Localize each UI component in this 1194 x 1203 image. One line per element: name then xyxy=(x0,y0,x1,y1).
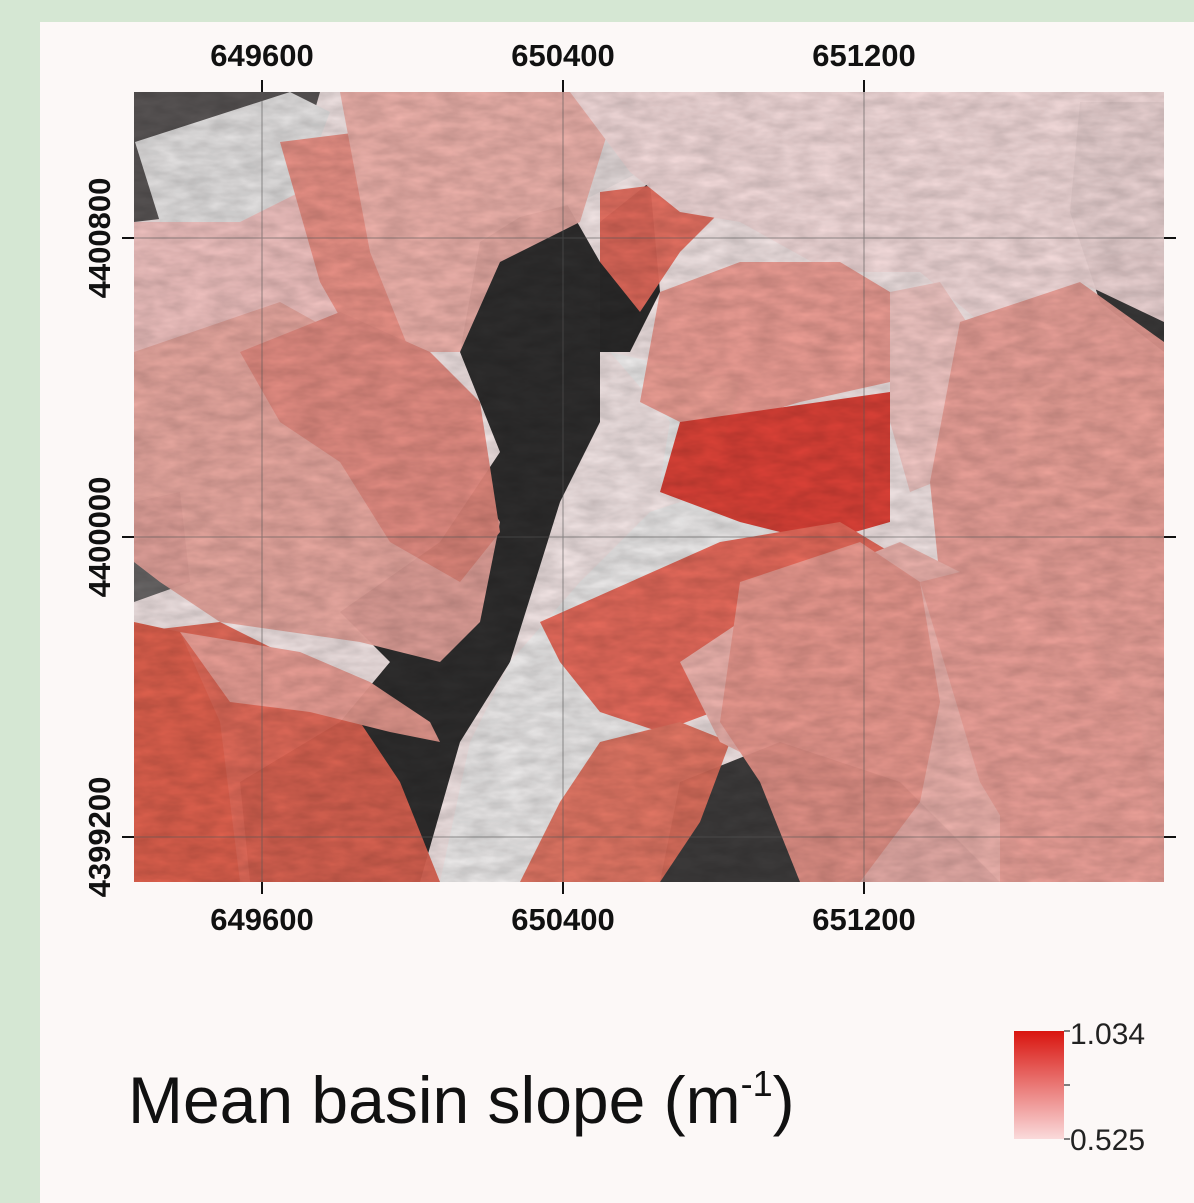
map-svg: 649600 650400 651200 649600 650400 65120… xyxy=(82,38,1176,1157)
colorbar-gradient xyxy=(1014,1031,1064,1139)
legend-title-superscript: -1 xyxy=(740,1063,773,1104)
legend-title: Mean basin slope (m-1) xyxy=(128,1062,795,1138)
x-tick-label-top: 650400 xyxy=(511,38,614,73)
legend-title-close: ) xyxy=(772,1063,795,1137)
y-tick-label-left: 4400800 xyxy=(82,178,117,299)
legend-min-label: 0.525 xyxy=(1070,1124,1145,1157)
graticule xyxy=(134,92,1164,882)
x-tick-label-top: 651200 xyxy=(812,38,915,73)
y-tick-label-left: 4399200 xyxy=(82,777,117,898)
legend-max-label: 1.034 xyxy=(1070,1018,1145,1051)
map-panel: 649600 650400 651200 649600 650400 65120… xyxy=(40,22,1194,1203)
x-tick-label-top: 649600 xyxy=(210,38,313,73)
y-tick-label-left: 4400000 xyxy=(82,477,117,598)
relief-texture xyxy=(134,92,1164,882)
legend-title-main: Mean basin slope (m xyxy=(128,1063,741,1137)
x-tick-label-bottom: 650400 xyxy=(511,902,614,937)
map-frame xyxy=(134,92,1164,882)
axis-ticks xyxy=(122,80,1176,894)
x-tick-label-bottom: 649600 xyxy=(210,902,313,937)
legend-colorbar: 1.034 0.525 xyxy=(1014,1018,1145,1157)
x-tick-label-bottom: 651200 xyxy=(812,902,915,937)
